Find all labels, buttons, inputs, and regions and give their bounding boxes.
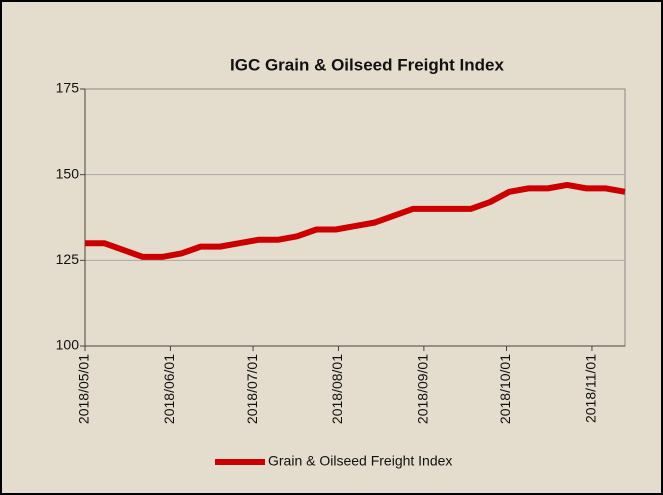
line	[85, 181, 626, 260]
chart-title: IGC Grain & Oilseed Freight Index	[230, 55, 504, 74]
y-tick-label: 175	[56, 80, 80, 96]
x-tick-label: 2018/09/01	[415, 354, 431, 424]
y-tick-label: 100	[56, 337, 80, 353]
x-tick-label: 2018/11/01	[583, 354, 599, 423]
x-tick-label: 2018/07/01	[244, 354, 260, 424]
x-tick-label: 2018/10/01	[497, 354, 513, 424]
x-tick-label: 2018/05/01	[76, 354, 92, 424]
x-tick-label: 2018/08/01	[329, 354, 345, 424]
y-tick-label: 150	[56, 165, 80, 181]
legend-label: Grain & Oilseed Freight Index	[268, 453, 452, 469]
y-tick-label: 125	[56, 251, 80, 267]
x-tick-label: 2018/06/01	[161, 354, 177, 424]
